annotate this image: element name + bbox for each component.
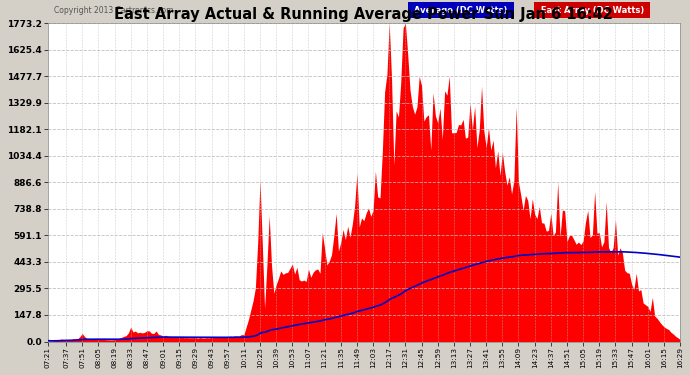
Title: East Array Actual & Running Average Power Sun Jan 6 16:42: East Array Actual & Running Average Powe…: [115, 7, 613, 22]
Text: East Array (DC Watts): East Array (DC Watts): [538, 6, 647, 15]
Text: Average (DC Watts): Average (DC Watts): [411, 6, 511, 15]
Text: Copyright 2013 Cartronics.com: Copyright 2013 Cartronics.com: [54, 6, 173, 15]
